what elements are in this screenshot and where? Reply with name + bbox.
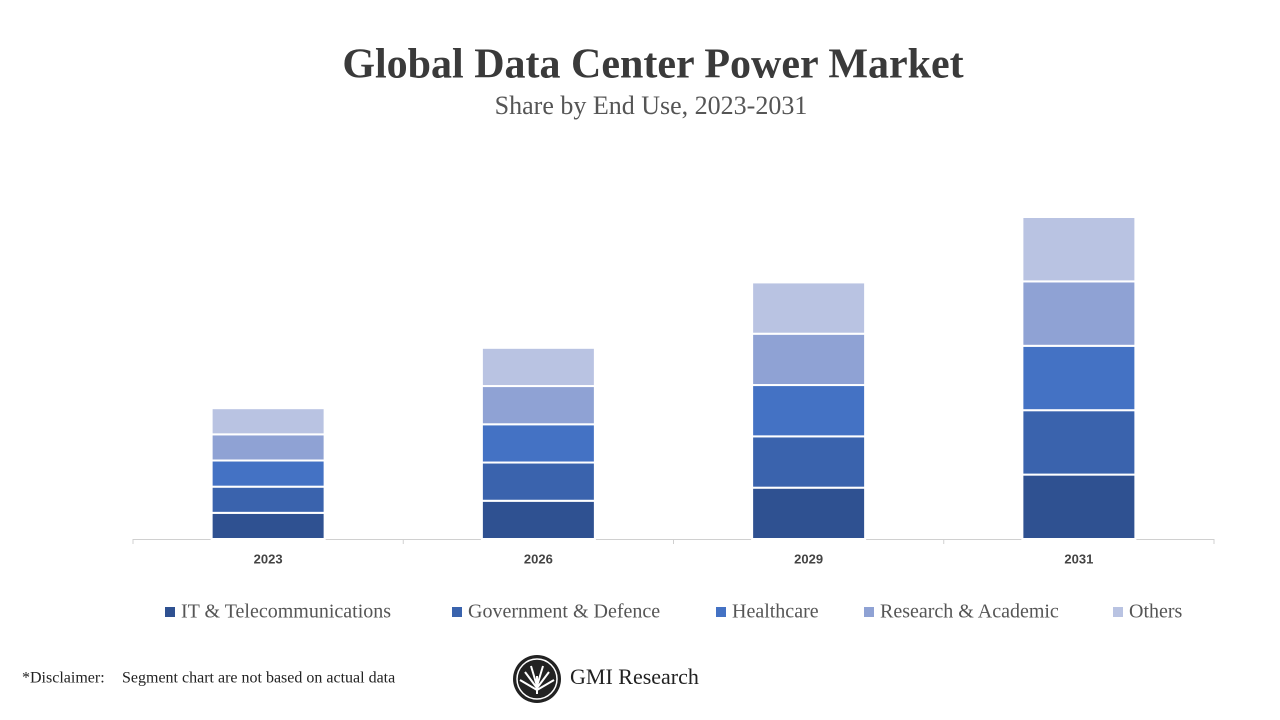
- bar-segment: [210, 433, 326, 462]
- disclaimer-label: *Disclaimer:: [22, 670, 105, 687]
- x-tick-label: 2031: [1064, 551, 1093, 566]
- chart-title: Global Data Center Power Market: [342, 42, 963, 88]
- x-tick-label: 2023: [254, 551, 283, 566]
- bar-segment: [751, 486, 867, 540]
- chart-subtitle: Share by End Use, 2023-2031: [495, 91, 808, 120]
- legend-swatch: [716, 607, 726, 617]
- logo: [513, 655, 561, 703]
- legend-swatch: [1113, 607, 1123, 617]
- x-tick-label: 2029: [794, 551, 823, 566]
- bar-segment: [1021, 344, 1137, 412]
- legend-swatch: [864, 607, 874, 617]
- legend-swatch: [452, 607, 462, 617]
- bar-segment: [480, 346, 596, 388]
- bar-segment: [751, 281, 867, 335]
- bar-segment: [210, 485, 326, 514]
- bar-segment: [210, 407, 326, 436]
- legend-label: Government & Defence: [468, 601, 660, 623]
- legend-label: IT & Telecommunications: [181, 601, 391, 623]
- bar-segment: [210, 459, 326, 488]
- bar-segment: [751, 332, 867, 387]
- x-tick-label: 2026: [524, 551, 553, 566]
- bar-segment: [480, 423, 596, 464]
- bar-segment: [1021, 409, 1137, 476]
- bar-segment: [1021, 280, 1137, 347]
- bar-segment: [751, 435, 867, 489]
- bar-segment: [480, 499, 596, 541]
- bar-segment: [1021, 473, 1137, 541]
- disclaimer-text: Segment chart are not based on actual da…: [122, 670, 395, 687]
- legend-label: Healthcare: [732, 601, 819, 623]
- bar-segment: [210, 511, 326, 541]
- bar-segment: [480, 461, 596, 502]
- bar-segment: [480, 385, 596, 426]
- legend-swatch: [165, 607, 175, 617]
- bar-segment: [1021, 216, 1137, 283]
- legend-label: Research & Academic: [880, 601, 1059, 623]
- legend-label: Others: [1129, 601, 1183, 623]
- brand: GMI Research: [570, 664, 699, 689]
- bar-segment: [751, 384, 867, 438]
